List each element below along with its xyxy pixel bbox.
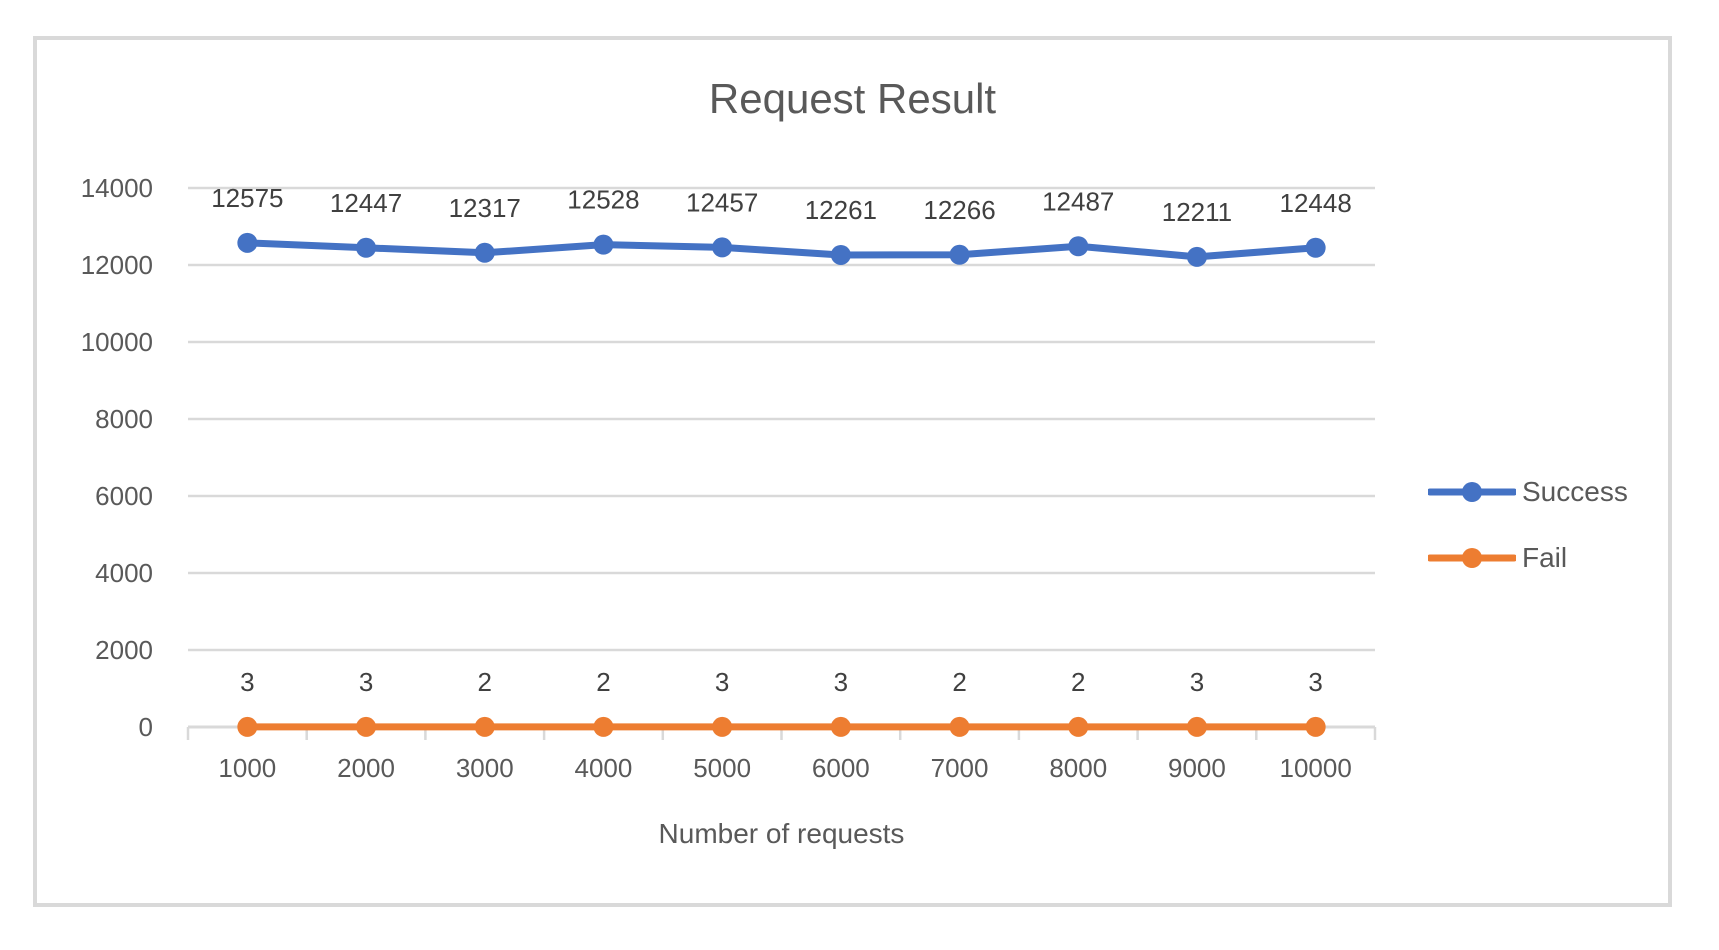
legend-label-fail: Fail (1522, 542, 1568, 573)
data-label-success: 12528 (567, 185, 639, 215)
data-point-marker-success (474, 242, 495, 263)
x-tick-label: 9000 (1168, 753, 1226, 783)
data-label-fail: 3 (1190, 667, 1204, 697)
y-tick-label: 2000 (95, 635, 153, 665)
data-label-fail: 2 (952, 667, 966, 697)
data-label-fail: 3 (1308, 667, 1322, 697)
y-tick-label: 14000 (81, 173, 153, 203)
data-label-success: 12447 (330, 188, 402, 218)
data-label-fail: 2 (478, 667, 492, 697)
data-point-marker-success (237, 232, 258, 253)
y-tick-label: 10000 (81, 327, 153, 357)
legend-success-line-icon (1428, 482, 1516, 502)
data-point-marker-fail (237, 716, 258, 737)
legend-item-success: Success (1428, 474, 1628, 510)
data-point-marker-fail (830, 716, 851, 737)
data-point-marker-fail (356, 716, 377, 737)
legend-label-success: Success (1522, 476, 1628, 507)
data-point-marker-fail (1186, 716, 1207, 737)
data-point-marker-success (712, 237, 733, 258)
data-point-marker-success (593, 234, 614, 255)
data-label-fail: 2 (596, 667, 610, 697)
data-point-marker-fail (1305, 716, 1326, 737)
chart-title: Request Result (708, 75, 997, 122)
data-label-success: 12261 (805, 195, 877, 225)
legend-fail-line-icon (1428, 548, 1516, 568)
x-tick-label: 7000 (931, 753, 989, 783)
data-label-fail: 3 (240, 667, 254, 697)
data-label-success: 12575 (211, 183, 283, 213)
y-tick-label: 6000 (95, 481, 153, 511)
data-label-success: 12317 (449, 193, 521, 223)
x-tick-label: 6000 (812, 753, 870, 783)
data-label-fail: 2 (1071, 667, 1085, 697)
data-label-success: 12211 (1162, 197, 1232, 227)
data-point-marker-fail (949, 716, 970, 737)
x-axis-title: Number of requests (658, 818, 905, 849)
series-line-success (243, 239, 1320, 261)
chart-frame (33, 36, 1672, 907)
y-tick-label: 0 (139, 712, 153, 742)
data-label-fail: 3 (359, 667, 373, 697)
data-point-marker-success (1305, 237, 1326, 258)
data-label-success: 12487 (1042, 186, 1114, 216)
x-tick-label: 8000 (1049, 753, 1107, 783)
data-label-success: 12448 (1279, 188, 1351, 218)
x-tick-label: 2000 (337, 753, 395, 783)
data-label-success: 12266 (923, 195, 995, 225)
y-tick-label: 4000 (95, 558, 153, 588)
x-tick-label: 4000 (575, 753, 633, 783)
data-point-marker-success (949, 244, 970, 265)
data-label-fail: 3 (715, 667, 729, 697)
y-tick-label: 12000 (81, 250, 153, 280)
data-point-marker-success (830, 244, 851, 265)
legend-item-fail: Fail (1428, 540, 1628, 576)
x-tick-label: 1000 (218, 753, 276, 783)
data-point-marker-success (1186, 246, 1207, 267)
legend: Success Fail (1428, 474, 1628, 576)
data-point-marker-fail (1068, 716, 1089, 737)
y-tick-label: 8000 (95, 404, 153, 434)
data-point-marker-success (1068, 236, 1089, 257)
data-point-marker-fail (712, 716, 733, 737)
data-label-success: 12457 (686, 187, 758, 217)
x-tick-label: 3000 (456, 753, 514, 783)
data-point-marker-fail (474, 716, 495, 737)
data-point-marker-success (356, 237, 377, 258)
x-tick-label: 10000 (1279, 753, 1351, 783)
data-label-fail: 3 (834, 667, 848, 697)
data-point-marker-fail (593, 716, 614, 737)
x-tick-label: 5000 (693, 753, 751, 783)
